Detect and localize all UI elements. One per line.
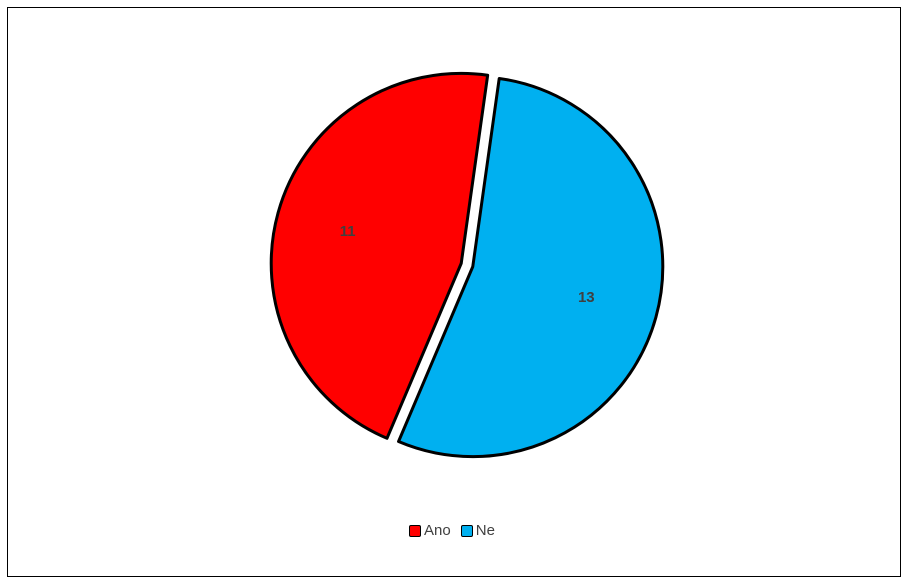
pie-slice-ano — [269, 71, 490, 440]
pie-chart: 11 13 — [269, 71, 665, 459]
pie-slice-ne — [397, 76, 665, 459]
legend-item-ne: Ne — [460, 522, 495, 539]
legend: Ano Ne — [0, 522, 904, 539]
legend-swatch-ano — [409, 524, 422, 537]
legend-label-ano: Ano — [424, 522, 451, 539]
legend-item-ano: Ano — [409, 522, 451, 539]
legend-label-ne: Ne — [475, 522, 495, 539]
data-label-ne: 13 — [578, 289, 595, 306]
data-label-ano: 11 — [340, 223, 356, 240]
legend-swatch-ne — [460, 524, 473, 537]
